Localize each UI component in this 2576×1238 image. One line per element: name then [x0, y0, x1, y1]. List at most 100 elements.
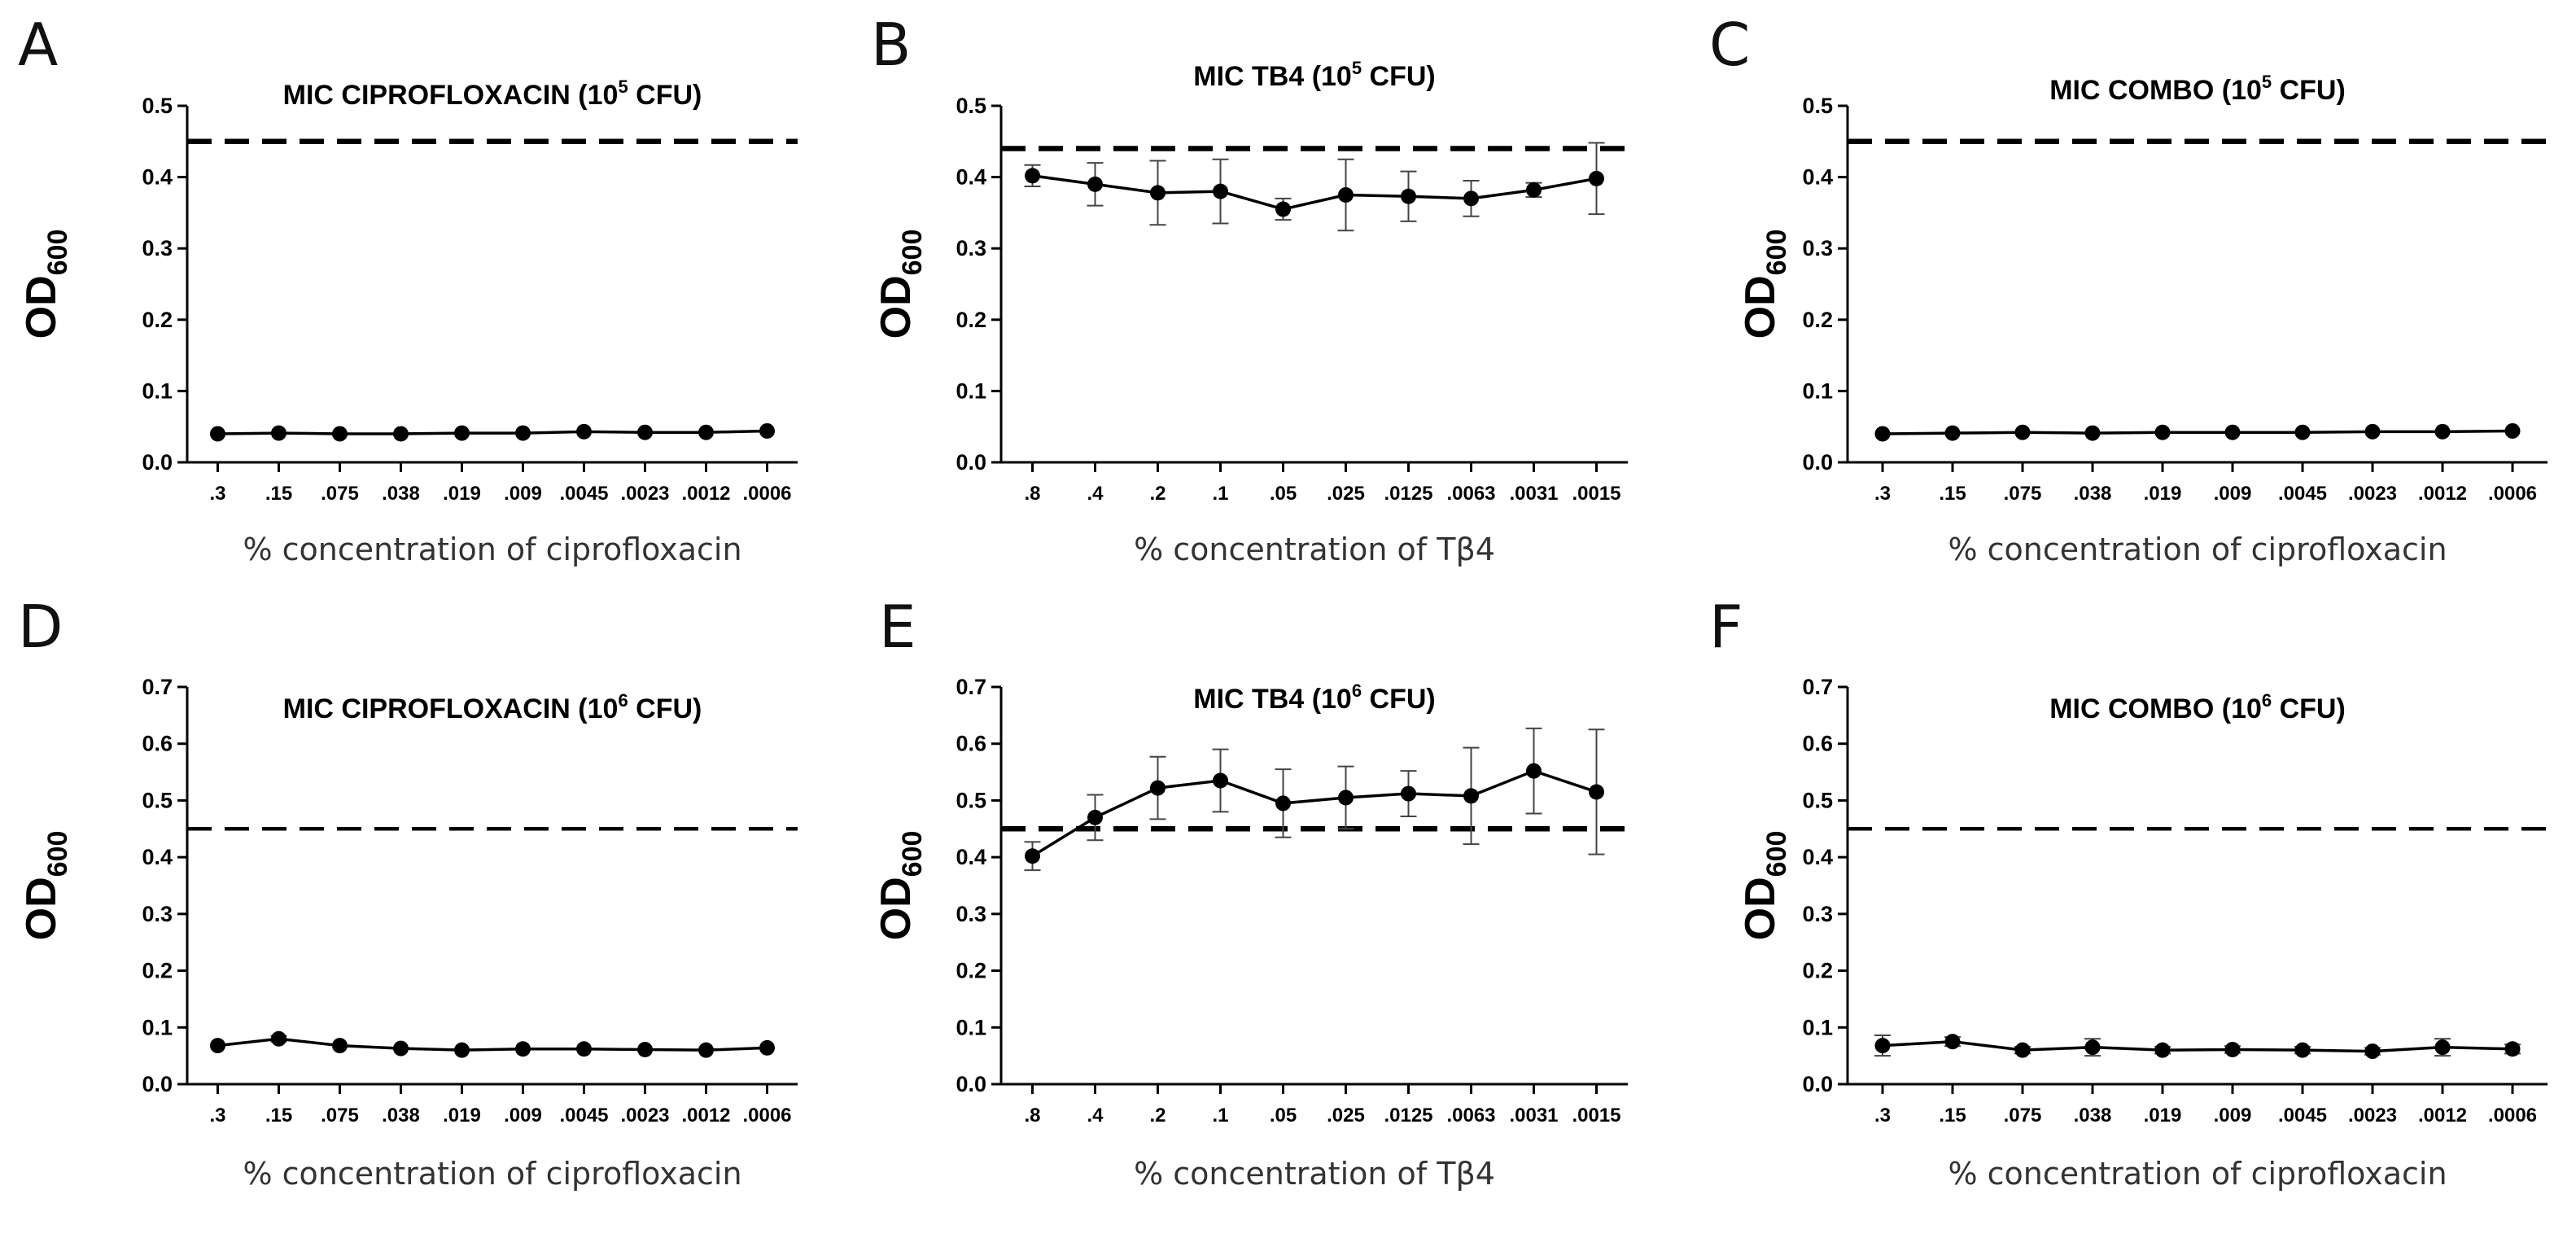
- y-tick-label: 0.4: [956, 165, 986, 190]
- chart-panel-e: E MIC TB4 (106 CFU) OD600 % concentration o…: [873, 593, 1628, 1192]
- x-tick-label: .009: [504, 483, 542, 505]
- y-tick-label: 0.4: [1802, 165, 1833, 190]
- x-tick-label: .0045: [2278, 483, 2327, 505]
- series-line: [217, 1037, 768, 1052]
- x-tick-label: .15: [265, 483, 292, 505]
- data-point: [1025, 848, 1040, 864]
- data-point: [2434, 1039, 2451, 1056]
- x-tick-label: .0023: [620, 483, 669, 505]
- y-tick-label: 0.2: [1802, 308, 1833, 332]
- x-tick-label: .0015: [1572, 483, 1620, 505]
- series-line: [1882, 429, 2513, 435]
- data-point: [1589, 170, 1604, 186]
- x-axis-label: % concentration of ciprofloxacin: [243, 1156, 741, 1192]
- y-tick-label: 0.2: [142, 959, 173, 983]
- y-tick-label: 0.1: [142, 1015, 173, 1039]
- x-tick-label: .0006: [742, 1105, 791, 1126]
- x-tick-label: .038: [2074, 483, 2112, 505]
- data-point: [1275, 201, 1291, 217]
- x-axis-label: % concentration of Tβ4: [1134, 1156, 1495, 1192]
- y-tick-label: 0.5: [1802, 94, 1833, 118]
- x-tick-label: .8: [1024, 483, 1040, 505]
- y-axis-label: OD600: [1737, 831, 1792, 941]
- data-point: [2294, 1042, 2311, 1058]
- x-tick-label: .0125: [1384, 483, 1432, 505]
- data-point: [393, 426, 409, 442]
- y-tick-label: 0.0: [956, 1072, 986, 1096]
- y-tick-label: 0.2: [1802, 959, 1833, 983]
- y-tick-label: 0.5: [956, 788, 986, 812]
- data-point: [759, 1039, 775, 1056]
- panel-letter: C: [1709, 11, 1750, 79]
- data-point: [1275, 795, 1291, 811]
- y-tick-label: 0.5: [142, 94, 173, 118]
- y-tick-label: 0.0: [1802, 450, 1833, 475]
- data-point: [637, 424, 653, 440]
- data-point: [393, 1040, 409, 1056]
- series-line: [217, 429, 768, 435]
- y-tick-label: 0.0: [956, 450, 986, 475]
- x-tick-label: .0006: [742, 483, 791, 505]
- data-point: [2364, 423, 2381, 440]
- x-tick-label: .0023: [620, 1105, 669, 1126]
- y-tick-label: 0.5: [142, 788, 173, 812]
- data-point: [1401, 785, 1416, 802]
- x-tick-label: .019: [2144, 483, 2182, 505]
- data-point: [1589, 784, 1604, 800]
- x-tick-label: .3: [209, 483, 225, 505]
- x-tick-label: .019: [443, 1105, 481, 1126]
- x-tick-label: .4: [1087, 483, 1104, 505]
- chart-title: MIC COMBO (106 CFU): [2049, 690, 2346, 724]
- y-tick-label: 0.5: [956, 94, 986, 118]
- panel-letter: D: [18, 593, 63, 661]
- data-point: [1463, 788, 1479, 804]
- x-tick-label: .3: [209, 1105, 225, 1126]
- data-point: [515, 425, 531, 441]
- y-tick-label: 0.3: [142, 236, 173, 260]
- x-axis-label: % concentration of Tβ4: [1134, 532, 1495, 567]
- x-tick-label: .4: [1087, 1105, 1104, 1126]
- x-tick-label: .009: [2214, 1105, 2252, 1126]
- x-tick-label: .0012: [2418, 1105, 2467, 1126]
- y-tick-label: 0.0: [142, 1072, 173, 1096]
- y-tick-label: 0.0: [1802, 1072, 1833, 1096]
- panel-letter: A: [18, 11, 58, 79]
- chart-panel-a: A MIC CIPROFLOXACIN (105 CFU) OD600 % conce…: [18, 11, 798, 567]
- data-point: [576, 1041, 592, 1057]
- series-line: [1031, 769, 1598, 858]
- y-axis-label: OD600: [873, 230, 928, 339]
- x-tick-label: .019: [2144, 1105, 2182, 1126]
- data-point: [2224, 424, 2241, 440]
- panel-letter: F: [1709, 593, 1743, 661]
- data-point: [1526, 182, 1542, 198]
- data-point: [1874, 1038, 1891, 1054]
- chart-title: MIC CIPROFLOXACIN (105 CFU): [283, 77, 702, 111]
- chart-panel-d: D MIC CIPROFLOXACIN (106 CFU) OD600 % conce…: [18, 593, 798, 1192]
- x-tick-label: .15: [1939, 483, 1966, 505]
- y-tick-label: 0.4: [142, 165, 173, 190]
- x-tick-label: .15: [265, 1105, 292, 1126]
- y-tick-label: 0.1: [142, 378, 173, 403]
- x-tick-label: .0015: [1572, 1105, 1620, 1126]
- data-point: [1338, 790, 1354, 806]
- data-point: [2434, 423, 2451, 440]
- series-line: [1882, 1039, 2513, 1053]
- data-point: [1944, 1034, 1961, 1050]
- x-tick-label: .075: [2004, 483, 2042, 505]
- y-tick-label: 0.7: [956, 675, 986, 699]
- data-point: [2084, 425, 2101, 441]
- y-tick-label: 0.1: [956, 1015, 986, 1039]
- data-point: [332, 426, 348, 442]
- x-tick-label: .2: [1149, 483, 1166, 505]
- data-point: [1087, 176, 1103, 192]
- x-tick-label: .009: [504, 1105, 542, 1126]
- x-tick-label: .038: [2074, 1105, 2112, 1126]
- data-point: [1526, 763, 1542, 779]
- data-point: [2364, 1043, 2381, 1060]
- data-point: [210, 1038, 225, 1054]
- y-tick-label: 0.2: [956, 308, 986, 332]
- x-tick-label: .0012: [681, 483, 730, 505]
- y-tick-label: 0.3: [142, 902, 173, 926]
- x-tick-label: .0012: [681, 1105, 730, 1126]
